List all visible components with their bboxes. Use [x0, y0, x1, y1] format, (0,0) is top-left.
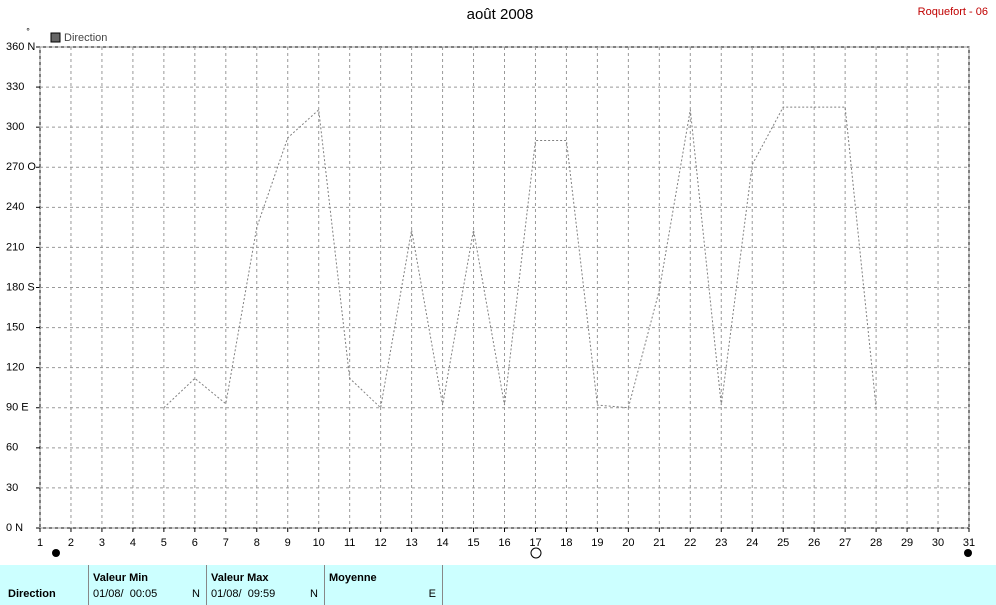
cell: Direction — [0, 565, 89, 605]
x-tick-label: 23 — [715, 537, 727, 549]
x-tick-label: 17 — [529, 537, 541, 549]
cell: Valeur Min 01/08/ 00:05 N — [88, 565, 207, 605]
x-tick-label: 6 — [192, 537, 198, 549]
y-tick-label: 0 N — [6, 522, 23, 534]
y-tick-label: 360 N — [6, 41, 35, 53]
x-tick-label: 2 — [68, 537, 74, 549]
x-tick-label: 20 — [622, 537, 634, 549]
y-tick-label: 300 — [6, 121, 24, 133]
x-tick-label: 1 — [37, 537, 43, 549]
y-tick-label: 90 E — [6, 402, 29, 414]
x-tick-label: 11 — [344, 537, 355, 549]
x-tick-label: 15 — [467, 537, 479, 549]
x-tick-label: 19 — [591, 537, 603, 549]
x-tick-label: 22 — [684, 537, 696, 549]
marker — [964, 549, 972, 557]
y-tick-label: 60 — [6, 442, 18, 454]
x-tick-label: 30 — [932, 537, 944, 549]
x-tick-label: 12 — [375, 537, 387, 549]
x-tick-label: 7 — [223, 537, 229, 549]
x-tick-label: 16 — [498, 537, 510, 549]
y-tick-label: 180 S — [6, 281, 35, 293]
x-tick-label: 3 — [99, 537, 105, 549]
x-tick-label: 27 — [839, 537, 851, 549]
date: 01/08/ 09:59 — [211, 588, 276, 600]
x-tick-label: 21 — [653, 537, 665, 549]
direction: N — [310, 588, 318, 600]
x-tick-label: 14 — [436, 537, 448, 549]
x-tick-label: 28 — [870, 537, 882, 549]
x-tick-label: 4 — [130, 537, 136, 549]
x-tick-label: 18 — [560, 537, 572, 549]
x-tick-label: 13 — [405, 537, 417, 549]
marker — [52, 549, 60, 557]
header: Valeur Min — [93, 572, 149, 584]
x-tick-label: 24 — [746, 537, 758, 549]
y-axis-label: ° — [26, 26, 30, 36]
y-tick-label: 270 O — [6, 161, 36, 173]
direction: E — [428, 588, 436, 600]
station: Roquefort - 06 — [918, 6, 988, 18]
data-line — [163, 106, 877, 409]
x-tick-label: 5 — [161, 537, 167, 549]
x-tick-label: 29 — [901, 537, 913, 549]
cell: Valeur Max 01/08/ 09:59 N — [206, 565, 325, 605]
chart: août 2008 Roquefort - 06 ° Direction 0 N… — [6, 6, 988, 559]
x-tick-label: 9 — [285, 537, 291, 549]
x-tick-label: 26 — [808, 537, 820, 549]
y-tick-label: 240 — [6, 201, 24, 213]
header: Moyenne — [329, 572, 377, 584]
y-tick-label: 120 — [6, 362, 24, 374]
y-tick-label: 150 — [6, 321, 24, 333]
y-tick-label: 330 — [6, 81, 24, 93]
summary-table: Direction Valeur Min 01/08/ 00:05 N Vale… — [0, 565, 996, 605]
y-tick-label: 30 — [6, 482, 18, 494]
legend-swatch — [50, 32, 61, 43]
y-tick-label: 210 — [6, 241, 24, 253]
direction: N — [192, 588, 200, 600]
chart-title: août 2008 — [467, 6, 534, 23]
cell: Moyenne E — [324, 565, 443, 605]
x-tick-label: 8 — [254, 537, 260, 549]
x-tick-label: 10 — [313, 537, 325, 549]
legend-label: Direction — [64, 32, 107, 44]
header: Valeur Max — [211, 572, 269, 584]
x-tick-label: 31 — [963, 537, 975, 549]
row-label: Direction — [8, 588, 56, 600]
x-tick-label: 25 — [777, 537, 789, 549]
marker — [530, 547, 542, 559]
date: 01/08/ 00:05 — [93, 588, 158, 600]
